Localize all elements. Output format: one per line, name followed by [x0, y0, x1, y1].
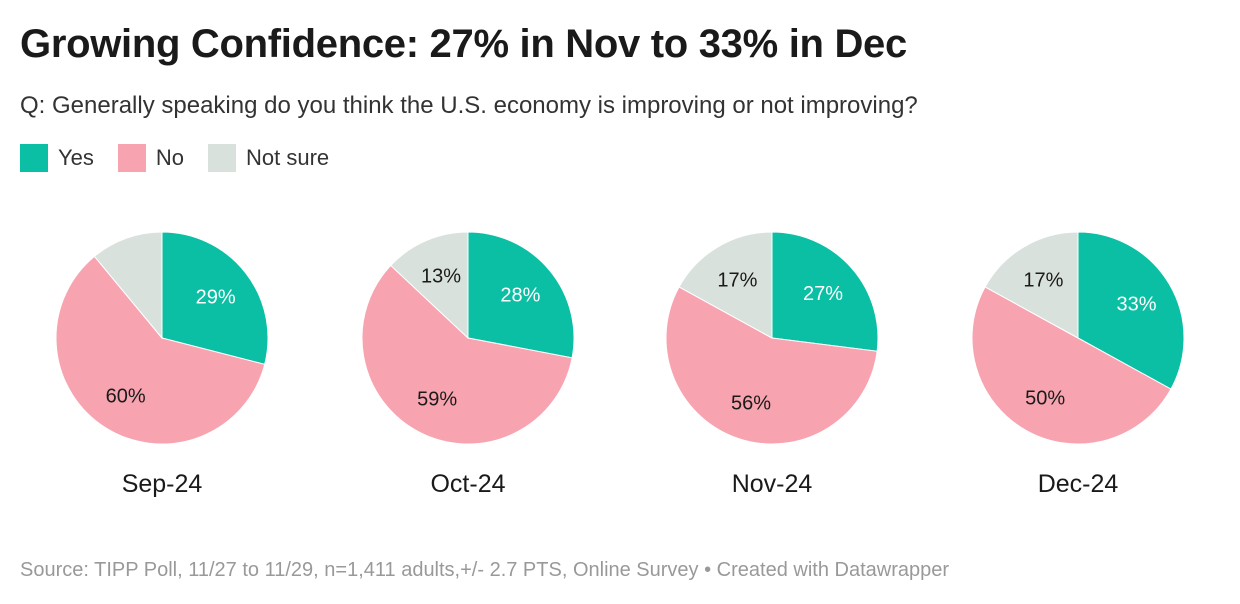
source-note: Source: TIPP Poll, 11/27 to 11/29, n=1,4… — [20, 559, 950, 581]
legend-label-no: No — [155, 145, 185, 170]
slice-label-not-sure-dec-24: 17% — [1023, 270, 1063, 292]
slice-label-not-sure-nov-24: 17% — [717, 270, 757, 292]
legend-label-yes: Yes — [58, 145, 94, 170]
slice-yes-nov-24 — [771, 231, 879, 352]
legend-swatch-yes — [20, 144, 48, 172]
slice-label-no-nov-24: 56% — [731, 393, 771, 415]
chart-title: Growing Confidence: 27% in Nov to 33% in… — [20, 22, 907, 66]
slice-label-no-dec-24: 50% — [1025, 388, 1065, 410]
slice-label-no-oct-24: 59% — [417, 389, 457, 411]
chart-subtitle: Q: Generally speaking do you think the U… — [20, 92, 918, 119]
slice-label-yes-sep-24: 29% — [196, 286, 236, 308]
slice-label-no-sep-24: 60% — [106, 385, 146, 407]
legend-swatch-no — [117, 144, 146, 172]
slice-not-sure-dec-24 — [984, 231, 1079, 339]
legend-item-no: No — [117, 144, 185, 172]
slice-label-yes-dec-24: 33% — [1116, 293, 1156, 315]
slice-no-dec-24 — [971, 286, 1172, 445]
legend-label-not-sure: Not sure — [246, 145, 330, 170]
slice-no-nov-24 — [665, 286, 878, 445]
pie-charts: 29% 60% Sep-24 28% 59% 13% Oct-24 27% 56% 17% Nov-… — [55, 231, 1185, 498]
pie-title-sep-24: Sep-24 — [122, 470, 203, 498]
pie-title-dec-24: Dec-24 — [1038, 470, 1119, 498]
pie-title-oct-24: Oct-24 — [430, 470, 505, 498]
slice-yes-dec-24 — [1077, 231, 1185, 390]
slice-not-sure-nov-24 — [678, 231, 773, 339]
slice-label-yes-oct-24: 28% — [500, 285, 540, 307]
legend: Yes No Not sure — [20, 144, 353, 172]
legend-swatch-not-sure — [208, 144, 237, 172]
pie-dec-24: 33% 50% 17% Dec-24 — [971, 231, 1185, 498]
slice-label-not-sure-oct-24: 13% — [421, 266, 461, 288]
pie-nov-24: 27% 56% 17% Nov-24 — [665, 231, 879, 498]
slice-yes-sep-24 — [161, 231, 269, 365]
slice-not-sure-oct-24 — [390, 231, 469, 340]
legend-item-not-sure: Not sure — [208, 144, 329, 172]
slice-label-yes-nov-24: 27% — [803, 283, 843, 305]
legend-item-yes: Yes — [20, 144, 94, 172]
slice-no-sep-24 — [55, 255, 266, 445]
slice-yes-oct-24 — [467, 231, 575, 359]
pie-title-nov-24: Nov-24 — [732, 470, 813, 498]
pie-sep-24: 29% 60% Sep-24 — [55, 231, 269, 498]
pie-oct-24: 28% 59% 13% Oct-24 — [361, 231, 575, 498]
slice-not-sure-sep-24 — [93, 231, 163, 340]
slice-no-oct-24 — [361, 264, 573, 445]
